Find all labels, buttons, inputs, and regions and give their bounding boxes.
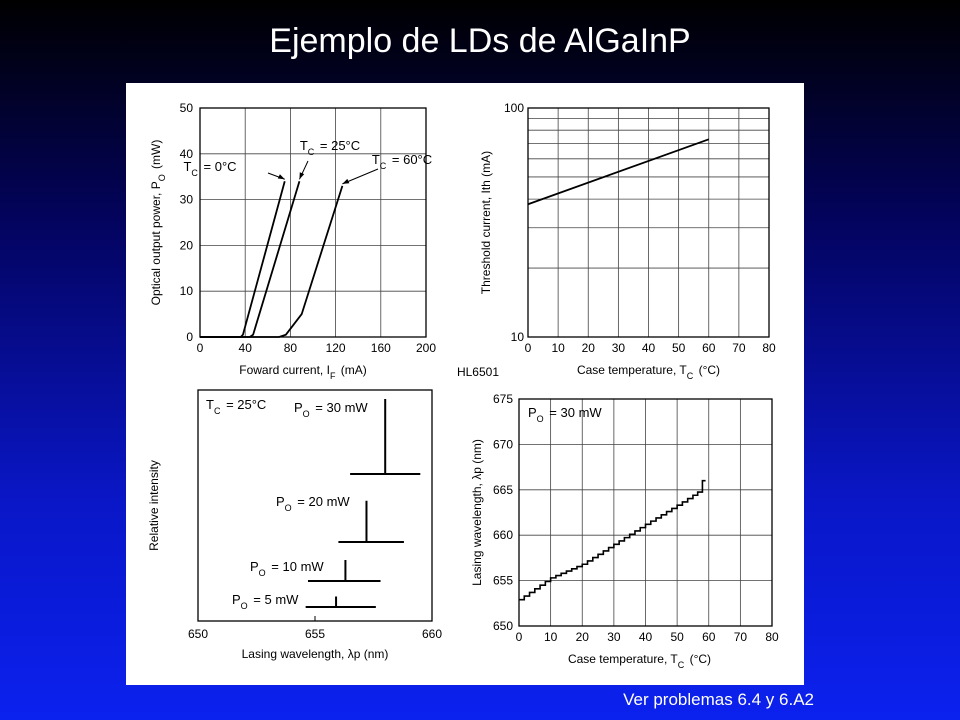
- chart2-xtick-label: 20: [582, 341, 596, 355]
- chart2-ytick-label: 10: [511, 330, 525, 344]
- chart1-xtick-label: 40: [239, 341, 253, 355]
- chart1-xtick-label: 0: [197, 341, 204, 355]
- chart1-ytick-label: 40: [180, 147, 194, 161]
- chart4-ytick-label: 660: [493, 528, 513, 542]
- chart1-xtick-label: 120: [326, 341, 346, 355]
- footnote: Ver problemas 6.4 y 6.A2: [623, 690, 814, 709]
- chart4-frame: [518, 398, 773, 627]
- chart1-arrow-head: [299, 172, 305, 180]
- chart2-xtick-label: 0: [525, 341, 532, 355]
- chart4-xtick-label: 50: [670, 630, 684, 644]
- chart3-header: TC = 25°C: [206, 397, 266, 416]
- chart4-ytick-label: 650: [493, 619, 513, 633]
- chart3-xtick-label: 660: [422, 627, 442, 641]
- chart1-ytick-label: 30: [180, 193, 194, 207]
- chart2-ylabel: Threshold current, Ith (mA): [479, 151, 493, 294]
- chart3-spectrum-label: PO = 10 mW: [250, 559, 324, 578]
- chart4-legend-text: PO = 30 mW: [528, 405, 602, 424]
- chart1-series-line: [200, 181, 301, 338]
- chart1-ytick-label: 0: [186, 330, 193, 344]
- chart3-spectrum-label: PO = 5 mW: [232, 592, 299, 611]
- chart2-xtick-label: 40: [642, 341, 656, 355]
- chart4-series-line: [519, 479, 706, 601]
- chart1-ylabel: Optical output power, PO (mW): [149, 140, 167, 306]
- chart4-ytick-label: 670: [493, 437, 513, 451]
- chart2-xtick-label: 80: [762, 341, 776, 355]
- chart2-xlabel: Case temperature, TC (°C): [577, 363, 720, 381]
- chart4-ylabel: Lasing wavelength, λp (nm): [470, 439, 484, 586]
- chart4-ytick-label: 655: [493, 574, 513, 588]
- chart2-xtick-label: 10: [551, 341, 565, 355]
- chart4-xtick-label: 30: [607, 630, 621, 644]
- chart1-xlabel: Foward current, IF (mA): [239, 363, 367, 381]
- chart1-ytick-label: 20: [180, 238, 194, 252]
- chart3-xtick-label: 655: [305, 627, 325, 641]
- chart2-xtick-label: 50: [672, 341, 686, 355]
- chart2-xtick-label: 70: [732, 341, 746, 355]
- chart4-xtick-label: 60: [702, 630, 716, 644]
- device-label: HL6501: [457, 365, 499, 379]
- chart2-frame: [527, 107, 770, 338]
- chart1-annotation: TC = 60°C: [372, 152, 432, 171]
- chart3-ylabel: Relative intensity: [147, 460, 161, 551]
- chart4-xtick-label: 80: [765, 630, 779, 644]
- chart4-ytick-label: 665: [493, 483, 513, 497]
- chart1-ytick-label: 10: [180, 284, 194, 298]
- chart4-xtick-label: 10: [544, 630, 558, 644]
- chart1-series-line: [200, 185, 344, 338]
- chart1-annotation: TC = 25°C: [300, 138, 360, 157]
- chart1-xtick-label: 200: [416, 341, 436, 355]
- chart2-xtick-label: 60: [702, 341, 716, 355]
- chart2-ytick-label: 100: [504, 101, 524, 115]
- chart1-arrow-head: [277, 174, 285, 180]
- chart4-ytick-label: 675: [493, 392, 513, 406]
- chart2-series-line: [527, 138, 710, 206]
- chart4-xtick-label: 70: [734, 630, 748, 644]
- chart3-xlabel: Lasing wavelength, λp (nm): [242, 647, 389, 661]
- chart3-xtick-label: 650: [188, 627, 208, 641]
- chart4-xtick-label: 0: [516, 630, 523, 644]
- chart1-xtick-label: 80: [284, 341, 298, 355]
- chart1-frame: [199, 107, 427, 338]
- chart1-xtick-label: 160: [371, 341, 391, 355]
- chart1-annotation: TC = 0°C: [183, 159, 236, 178]
- chart1-ytick-label: 50: [180, 101, 194, 115]
- chart2-xtick-label: 30: [612, 341, 626, 355]
- figure-panel: 0 40 80 120 160 200 0 10 20 30 40 50 TC = 0°C TC = 25…: [126, 83, 804, 685]
- chart4-xlabel: Case temperature, TC (°C): [568, 652, 711, 670]
- chart1-series-line: [200, 181, 286, 338]
- chart4-xtick-label: 40: [639, 630, 653, 644]
- chart3-spectrum-label: PO = 30 mW: [294, 400, 368, 419]
- chart4-xtick-label: 20: [576, 630, 590, 644]
- chart3-spectrum-label: PO = 20 mW: [276, 494, 350, 513]
- chart1-arrow-head: [342, 178, 350, 184]
- slide-title: Ejemplo de LDs de AlGaInP: [269, 22, 691, 60]
